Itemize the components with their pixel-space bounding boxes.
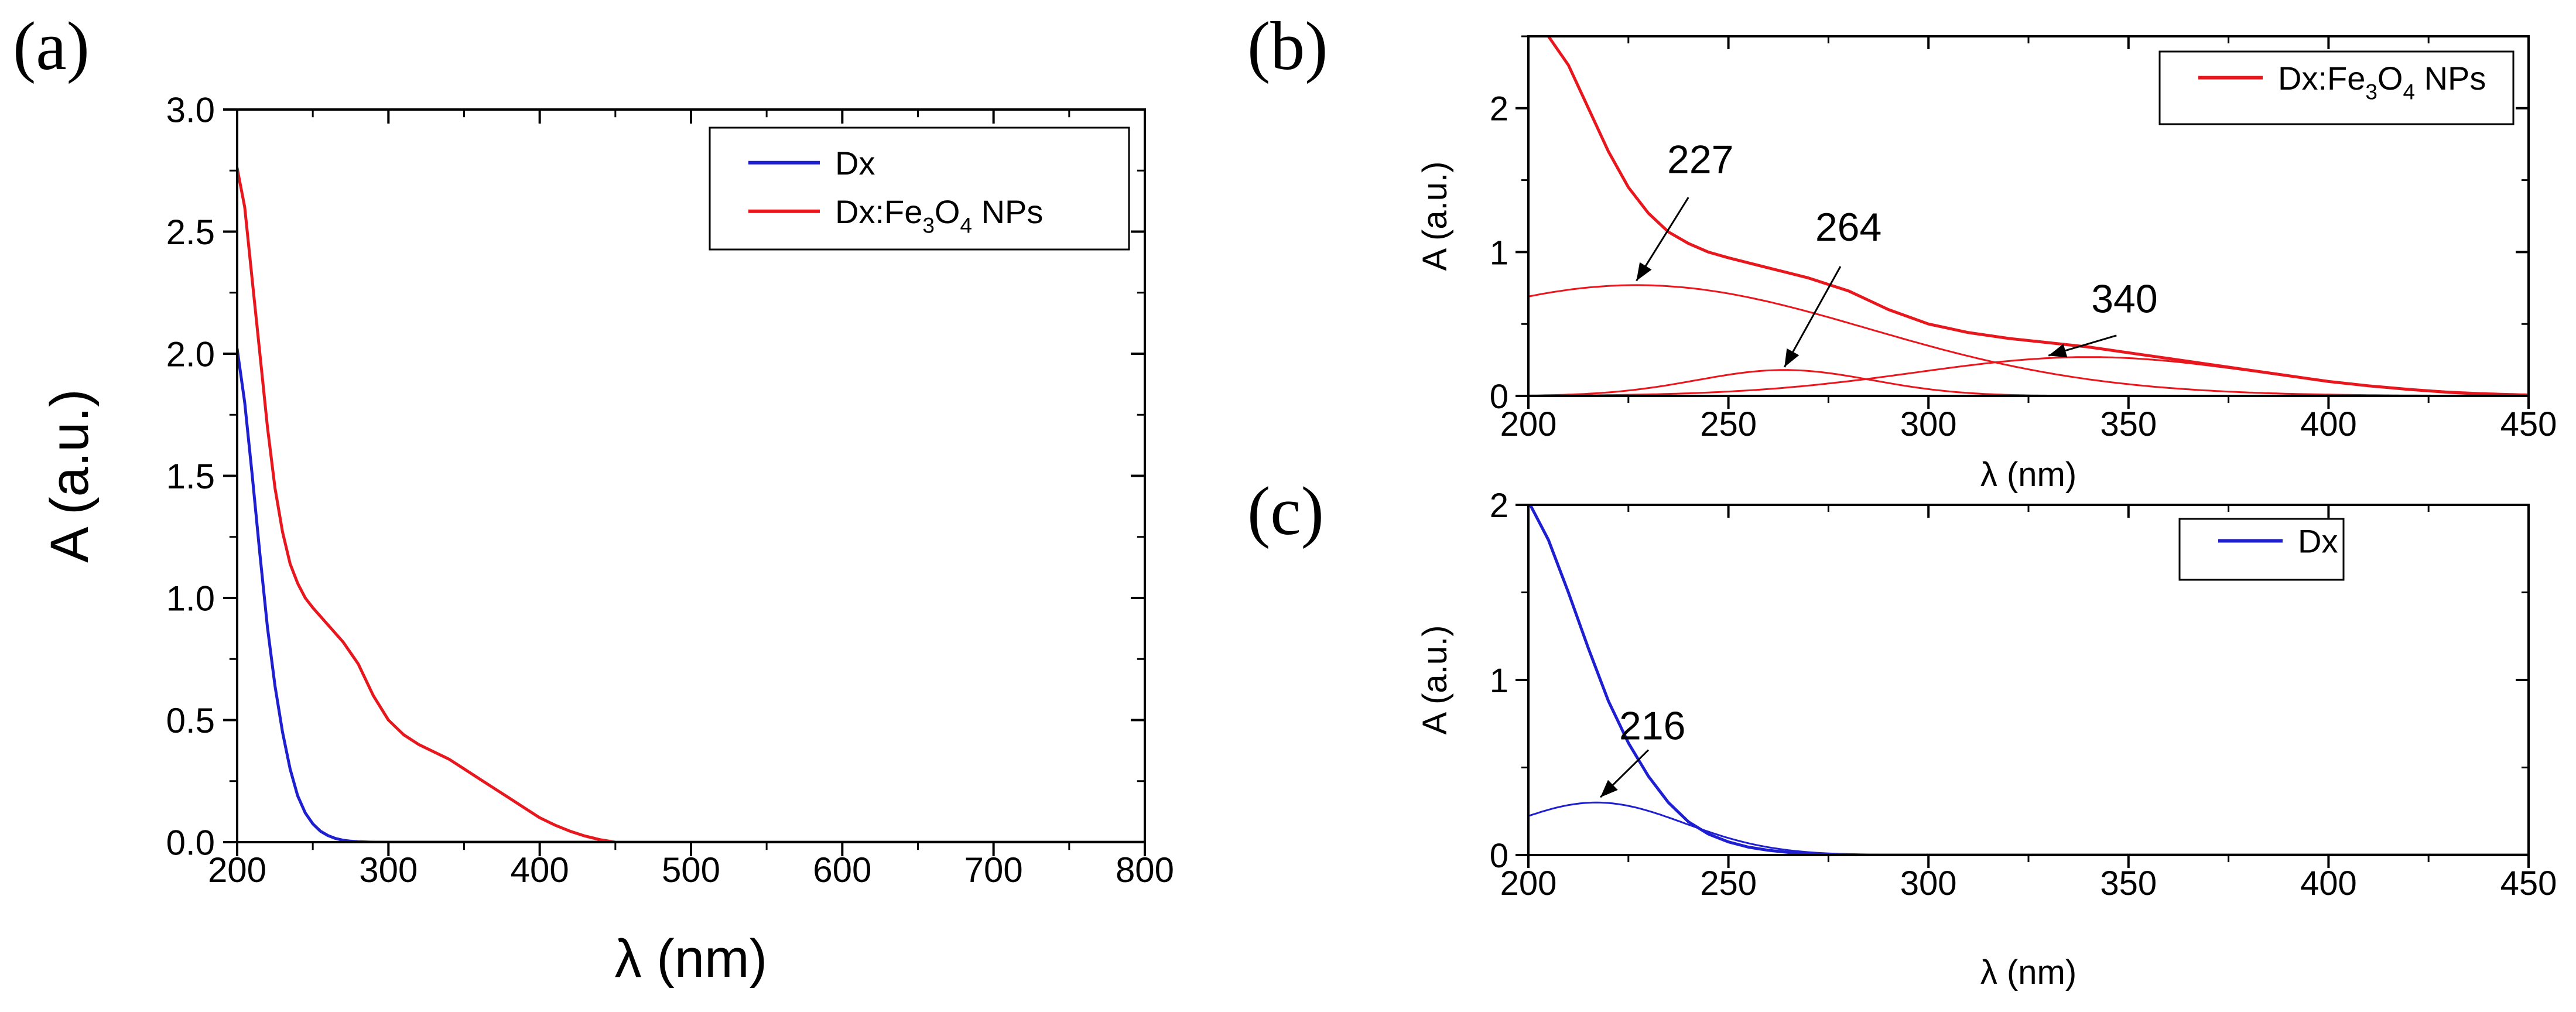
y-tick-label-c-1: 1 xyxy=(1490,662,1508,700)
legend-label-part-b-0-4: NPs xyxy=(2415,60,2486,97)
y-tick-label-a-5: 2.5 xyxy=(166,213,215,252)
x-tick-label-a-2: 400 xyxy=(511,850,569,890)
x-tick-label-c-3: 350 xyxy=(2100,864,2157,902)
series-group-a xyxy=(237,166,1145,842)
y-tick-label-a-4: 2.0 xyxy=(166,335,215,374)
y-axis-title-c: A (a.u.) xyxy=(1416,625,1454,735)
x-axis-title-a: λ (nm) xyxy=(615,929,768,989)
legend-box-b xyxy=(2158,50,2515,125)
legend-b: Dx:Fe3O4 NPs xyxy=(2158,50,2515,125)
annotation-label-b-0: 227 xyxy=(1667,137,1733,182)
x-tick-label-a-1: 300 xyxy=(359,850,418,890)
legend-label-a-0: Dx xyxy=(835,145,875,182)
legend-label-a-1: Dx:Fe3O4 NPs xyxy=(835,193,1043,238)
x-axis-title-b: λ (nm) xyxy=(1980,456,2076,494)
x-tick-label-a-4: 600 xyxy=(813,850,871,890)
x-tick-label-a-6: 800 xyxy=(1116,850,1174,890)
chart-panel-b: 200 250 300 350 400 450 0 1 2 λ (nm) A (a.u.) (b) Dx… xyxy=(1247,8,2557,494)
legend-label-part-a-1-0: Dx:Fe xyxy=(835,193,922,230)
series-line-a-0 xyxy=(237,347,1145,842)
chart-panel-c: 200 250 300 350 400 450 0 1 2 λ (nm) A (a.u.) (c) Dx… xyxy=(1247,473,2557,992)
legend-label-part-b-0-3: 4 xyxy=(2403,80,2415,104)
x-tick-label-b-3: 350 xyxy=(2100,405,2157,443)
legend-a: Dx Dx:Fe3O4 NPs xyxy=(709,126,1130,251)
legend-label-b-0: Dx:Fe3O4 NPs xyxy=(2278,60,2486,104)
legend-box-a xyxy=(709,126,1130,251)
x-tick-label-b-4: 400 xyxy=(2300,405,2357,443)
x-tick-label-b-0: 200 xyxy=(1500,405,1557,443)
x-tick-label-a-0: 200 xyxy=(208,850,266,890)
y-axis-title-a: A (a.u.) xyxy=(40,389,100,563)
y-tick-label-a-3: 1.5 xyxy=(166,457,215,496)
legend-label-part-a-1-4: NPs xyxy=(972,193,1043,230)
y-tick-label-a-1: 0.5 xyxy=(166,701,215,740)
series-line-b-2 xyxy=(1528,369,2050,396)
legend-c: Dx xyxy=(2178,518,2345,581)
x-tick-label-b-1: 250 xyxy=(1700,405,1757,443)
y-tick-label-a-0: 0.0 xyxy=(166,823,215,863)
y-axis-title-b: A (a.u.) xyxy=(1416,162,1454,271)
annotation-arrow-head-b-1 xyxy=(1784,348,1800,367)
series-line-a-1 xyxy=(237,166,1145,842)
legend-label-part-a-1-1: 3 xyxy=(922,214,935,238)
y-tick-label-a-6: 3.0 xyxy=(166,91,215,130)
legend-label-part-b-0-2: O xyxy=(2377,60,2403,97)
chart-panel-a: 200 300 400 500 600 700 800 0.0 0.5 1.0 1.5 2.0 2.5 3… xyxy=(13,8,1174,989)
x-tick-label-a-3: 500 xyxy=(662,850,720,890)
panel-label-b: (b) xyxy=(1247,8,1328,84)
x-tick-label-c-0: 200 xyxy=(1500,864,1557,902)
annotation-arrow-head-b-2 xyxy=(2048,344,2068,358)
series-line-b-3 xyxy=(1528,356,2529,396)
annotation-label-b-1: 264 xyxy=(1815,205,1881,249)
legend-label-part-b-0-0: Dx:Fe xyxy=(2278,60,2365,97)
x-tick-label-b-5: 450 xyxy=(2500,405,2557,443)
y-tick-label-b-2: 2 xyxy=(1490,90,1508,128)
legend-label-part-b-0-1: 3 xyxy=(2365,80,2377,104)
panel-label-c: (c) xyxy=(1247,473,1324,549)
annotation-label-c-0: 216 xyxy=(1619,704,1685,748)
series-line-c-1 xyxy=(1528,801,1930,855)
x-tick-label-c-1: 250 xyxy=(1700,864,1757,902)
x-tick-label-a-5: 700 xyxy=(964,850,1023,890)
plot-frame-c xyxy=(1527,504,2530,856)
annotation-label-b-2: 340 xyxy=(2091,277,2157,322)
x-tick-label-c-5: 450 xyxy=(2500,864,2557,902)
legend-label-part-a-1-3: 4 xyxy=(960,214,972,238)
y-tick-label-b-0: 0 xyxy=(1490,378,1508,416)
y-tick-label-a-2: 1.0 xyxy=(166,579,215,618)
x-tick-label-c-4: 400 xyxy=(2300,864,2357,902)
annotation-arrow-line-b-1 xyxy=(1783,266,1842,368)
series-group-c xyxy=(1528,505,2529,855)
x-tick-label-c-2: 300 xyxy=(1900,864,1957,902)
series-line-c-0 xyxy=(1528,505,2529,855)
y-tick-label-c-2: 2 xyxy=(1490,487,1508,525)
legend-label-part-a-1-2: O xyxy=(935,193,960,230)
y-tick-label-c-0: 0 xyxy=(1490,837,1508,875)
annotation-arrow-head-c-0 xyxy=(1600,779,1618,798)
panel-label-a: (a) xyxy=(13,8,90,84)
x-axis-title-c: λ (nm) xyxy=(1980,953,2076,992)
y-tick-label-b-1: 1 xyxy=(1490,234,1508,272)
x-tick-label-b-2: 300 xyxy=(1900,405,1957,443)
annotation-arrow-head-b-0 xyxy=(1636,262,1652,281)
legend-label-c-0: Dx xyxy=(2298,523,2338,560)
legend-box-c xyxy=(2178,518,2345,581)
